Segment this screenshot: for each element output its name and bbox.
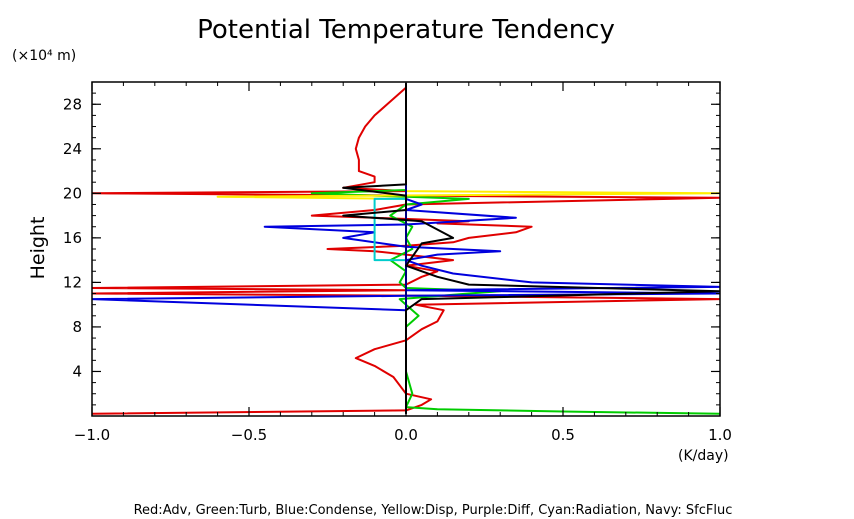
plot-area: −1.0 −0.5 0.0 0.5 1.0 4 8 12 16 20 24 28 (63, 81, 732, 444)
x-tick-label: 1.0 (708, 426, 732, 444)
chart-title: Potential Temperature Tendency (197, 15, 615, 45)
y-tick-label: 20 (63, 184, 82, 202)
series-line-disp (216, 83, 720, 414)
x-tick-label: 0.0 (394, 426, 418, 444)
legend-text: Red:Adv, Green:Turb, Blue:Condense, Yell… (134, 503, 733, 518)
x-tick-label: −1.0 (74, 426, 110, 444)
x-tick-label: −0.5 (231, 426, 267, 444)
y-tick-label: 8 (72, 318, 82, 336)
x-axis-unit: (K/day) (678, 448, 729, 464)
y-tick-label: 12 (63, 273, 82, 291)
series-line-radiation (373, 83, 407, 414)
x-tick-label: 0.5 (551, 426, 575, 444)
series-group (92, 83, 720, 415)
series-line-turb (310, 84, 720, 415)
y-tick-label: 16 (63, 229, 82, 247)
series-line-adv (92, 86, 720, 415)
y-axis-unit: (×10⁴ m) (12, 48, 76, 64)
y-tick-label: 4 (72, 362, 82, 380)
y-tick-label: 24 (63, 140, 82, 158)
series-line-total (342, 83, 720, 414)
y-axis-label: Height (27, 217, 49, 280)
y-tick-label: 28 (63, 95, 82, 113)
